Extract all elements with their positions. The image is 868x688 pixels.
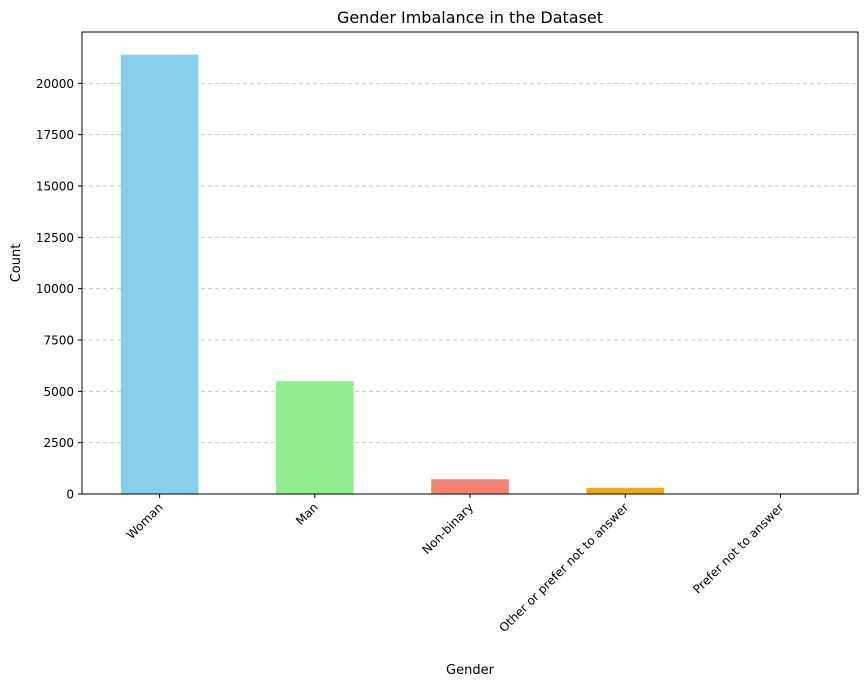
bar xyxy=(586,488,664,494)
bar xyxy=(120,54,199,494)
y-tick-label: 15000 xyxy=(36,180,74,194)
gridlines xyxy=(82,82,858,495)
bar xyxy=(276,381,354,494)
y-tick-label: 7500 xyxy=(43,334,74,348)
x-tick-label: Man xyxy=(293,500,321,528)
y-tick-label: 20000 xyxy=(36,77,74,91)
y-tick-label: 10000 xyxy=(36,282,74,296)
y-tick-label: 12500 xyxy=(36,231,74,245)
x-tick-label: Other or prefer not to answer xyxy=(496,500,631,635)
y-tick-label: 17500 xyxy=(36,128,74,142)
chart-title: Gender Imbalance in the Dataset xyxy=(337,8,603,27)
bar xyxy=(431,479,509,494)
x-axis-label: Gender xyxy=(446,663,495,678)
x-tick-label: Non-binary xyxy=(419,500,476,557)
bars xyxy=(120,54,820,494)
x-tick-label: Woman xyxy=(124,500,166,542)
y-tick-label: 5000 xyxy=(43,385,74,399)
y-tick-label: 0 xyxy=(66,488,74,502)
x-tick-label: Prefer not to answer xyxy=(690,500,786,596)
y-axis-label: Count xyxy=(9,244,24,283)
y-tick-label: 2500 xyxy=(43,436,74,450)
